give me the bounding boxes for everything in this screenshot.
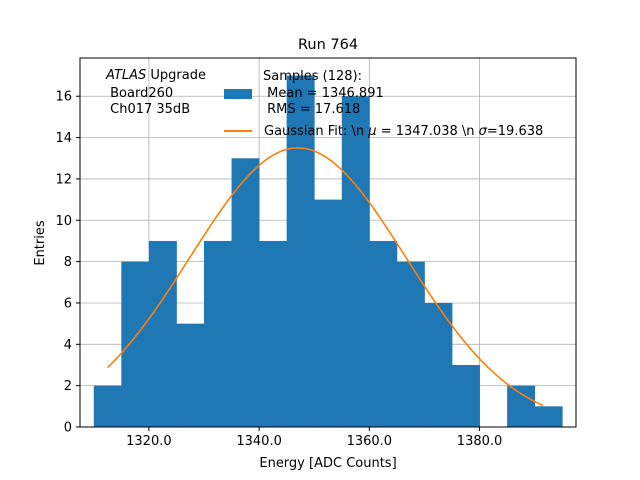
axis-ticks: 1320.0 1340.0 1360.0 1380.0 0 2 4 6 8 10 12 14 16 [55, 90, 502, 449]
legend-hist-line-2: Mean = 1346.891 [263, 86, 384, 101]
histogram-bar [534, 406, 563, 427]
legend-fit-prefix: Gaussian Fit: \n [264, 124, 368, 139]
annotation-upgrade: Upgrade [146, 68, 206, 83]
y-tick-label: 4 [64, 338, 72, 353]
y-tick-label: 6 [64, 296, 72, 311]
y-tick-label: 10 [55, 214, 72, 229]
histogram-bar [341, 96, 370, 427]
annotation-line-2: Board260 [106, 86, 173, 101]
legend-fit-sigma-symbol: σ [479, 124, 488, 139]
annotation-line-3: Ch017 35dB [106, 102, 190, 117]
x-tick-label: 1380.0 [457, 434, 503, 449]
y-tick-label: 12 [55, 172, 72, 187]
gaussian-fit [107, 147, 544, 407]
x-tick-label: 1340.0 [236, 434, 282, 449]
y-tick-label: 2 [64, 379, 72, 394]
y-tick-label: 14 [55, 131, 72, 146]
plot-frame [79, 57, 577, 428]
y-tick-label: 0 [64, 421, 72, 436]
histogram-bar [176, 323, 205, 427]
legend-fit-end: =19.638 [487, 124, 543, 139]
legend-hist-line-3: RMS = 17.618 [263, 102, 360, 117]
legend-fit-label: Gaussian Fit: \n μ = 1347.038 \n σ=19.63… [264, 124, 543, 139]
histogram-bar [396, 261, 425, 427]
histogram-bar [259, 240, 288, 427]
x-tick-label: 1360.0 [347, 434, 393, 449]
y-tick-label: 8 [64, 255, 72, 270]
annotation-atlas: ATLAS [105, 68, 146, 83]
y-tick-label: 16 [55, 90, 72, 105]
histogram-bar [314, 199, 343, 427]
x-tick-label: 1320.0 [126, 434, 172, 449]
y-axis-label: Entries [33, 220, 48, 266]
legend: Samples (128): Mean = 1346.891 RMS = 17.… [224, 69, 543, 139]
chart-title: Run 764 [298, 37, 358, 53]
histogram-bar [204, 240, 232, 427]
legend-fit-mid: = 1347.038 \n [377, 124, 479, 139]
legend-hist-line-1: Samples (128): [263, 69, 362, 84]
x-axis-label: Energy [ADC Counts] [259, 456, 396, 471]
histogram-bar [231, 158, 260, 427]
legend-hist-swatch [224, 89, 252, 99]
histogram-bar [507, 385, 536, 427]
gaussian-fit-curve [107, 147, 544, 407]
histogram-bars [93, 75, 563, 428]
annotation-line-1: ATLAS Upgrade [105, 68, 206, 83]
histogram-bar [369, 240, 398, 427]
histogram-bar [93, 385, 122, 427]
atlas-annotation: ATLAS Upgrade Board260 Ch017 35dB [105, 68, 206, 117]
histogram-bar [286, 75, 315, 428]
histogram-bar [121, 261, 150, 427]
legend-fit-mu-symbol: μ [367, 124, 376, 139]
histogram-bar [148, 240, 177, 427]
histogram-bar [452, 364, 480, 427]
histogram-bar [424, 302, 453, 427]
